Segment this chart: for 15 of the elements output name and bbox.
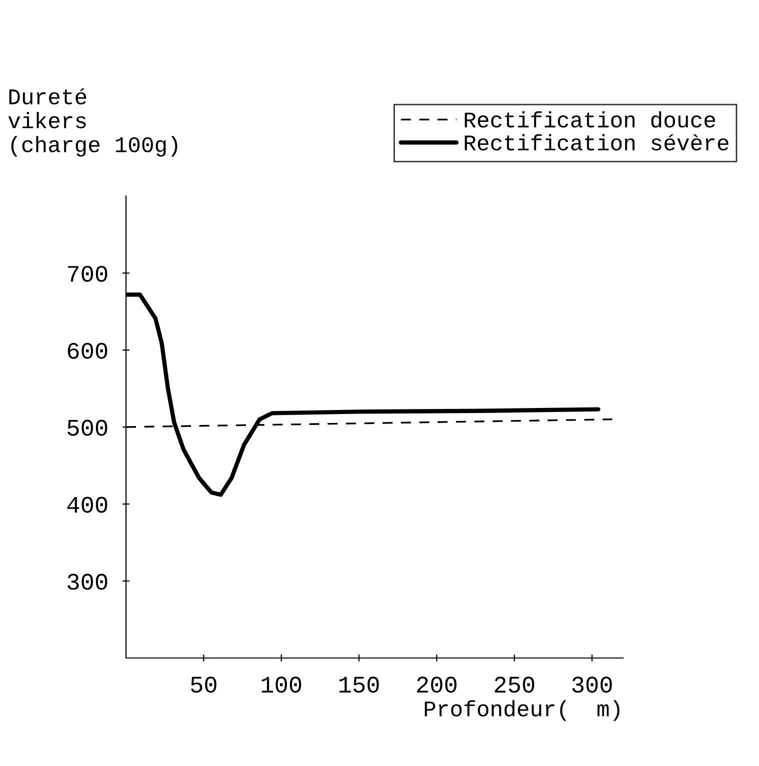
- legend-label: Rectification sévère: [464, 134, 728, 150]
- x-axis-title: Profondeur( m): [424, 700, 620, 721]
- legend-label: Rectification douce: [464, 111, 716, 128]
- y-tick-label: 600: [68, 342, 108, 359]
- y-tick-label: 400: [67, 496, 108, 513]
- y-tick-label: 500: [68, 420, 108, 436]
- x-tick-label: 50: [190, 676, 216, 693]
- y-axis-title: Dureté vikers (charge 100g): [8, 88, 178, 157]
- y-tick-label: 700: [68, 266, 108, 282]
- y-tick-label: 300: [68, 574, 108, 590]
- x-tick-label: 150: [339, 676, 379, 693]
- x-tick-label: 250: [494, 676, 534, 693]
- x-tick-label: 200: [417, 676, 457, 693]
- x-tick-label: 300: [572, 676, 612, 693]
- x-tick-label: 100: [262, 676, 302, 693]
